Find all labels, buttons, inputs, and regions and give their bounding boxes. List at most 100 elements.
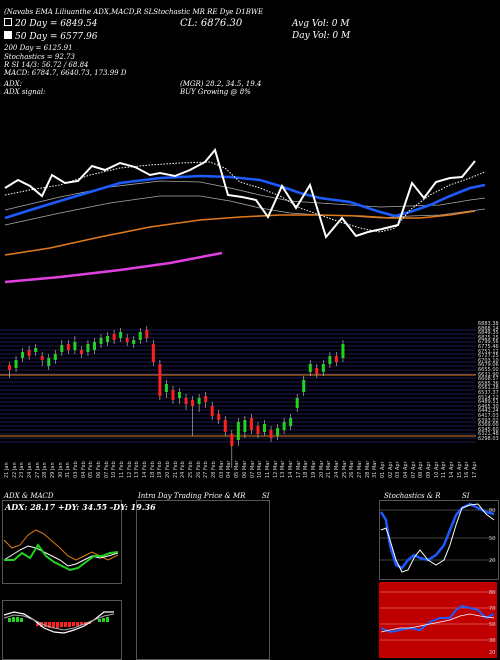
adx-orange-line [3,529,119,561]
ema-blue-line [4,174,486,220]
candle-body [191,400,195,406]
price-axis-label: 6393.02 [478,417,499,424]
candle-body [27,350,31,356]
macd-histogram-positive [8,617,109,622]
stoch-tick-50: 50 [489,536,495,542]
rsi-tick-70: 70 [489,606,495,612]
adx-white-line [3,545,119,567]
rsi-tick-50: 50 [489,622,495,628]
candle-body [276,428,280,436]
candle-body [40,356,44,360]
day-volume: Day Vol: 0 M [292,31,351,41]
candle-body [308,364,312,372]
candle-body [132,340,136,344]
candle-body [243,420,247,432]
candle-body [236,422,240,440]
rsi-tick-80: 80 [489,590,495,596]
ma50-swatch [4,31,12,39]
adx-signal-value: BUY Growing @ 8% [180,88,251,96]
price-axis-label: 6608.57 [478,376,499,383]
candle-body [106,336,110,342]
candle-body [204,396,208,402]
candle-body [217,414,221,420]
candle-body [145,330,149,338]
candle-body [151,344,155,362]
price-axis-label: 6825.25 [478,334,499,341]
stochastics-label: Stochastics = 92.73 [4,53,75,61]
candle-body [256,426,260,434]
adx-green-line [4,543,119,572]
candle-body [223,420,227,432]
candle-body [184,398,188,404]
ma200-label: 200 Day = 6125.91 [4,44,73,52]
ma50-value: 50 Day = 6577.96 [15,32,98,42]
intraday-title: Intra Day Trading Price & MR [138,492,246,500]
candle-body [86,344,90,352]
price-axis-label: 6465.30 [478,403,499,410]
candle-body [341,344,345,358]
intraday-si-label: SI [262,492,270,500]
price-axis-label: 6441.24 [478,408,499,415]
price-axis-label: 6514.12 [478,394,499,401]
rsi-signal-line [380,613,495,633]
candle-body [282,422,286,430]
stochastics-si-label: SI [462,492,470,500]
rsi-line [380,604,495,634]
close-price: CL: 6876.30 [180,18,243,29]
stochastics-title: Stochastics & R [384,492,441,500]
candle-body [112,334,116,340]
candle-body [21,352,25,358]
macd-label: MACD: 6784.7, 6640.73, 173.99 D [4,69,127,77]
ma20-swatch [4,18,12,26]
adx-label: ADX: [4,80,23,88]
candle-body [14,360,18,368]
candles [8,326,345,468]
candle-body [178,392,181,398]
ema-magenta-line [4,251,223,284]
adx-signal-label: ADX signal: [4,88,46,96]
price-axis-label: 6751.12 [478,348,499,355]
price-axis-label: 6585.36 [478,380,499,387]
candle-body [164,384,168,392]
candle-body [53,354,57,360]
candle-body [197,398,201,404]
price-axis-label: 6537.37 [478,390,499,396]
rsi-tick-30: 30 [489,638,495,644]
adx-macd-title: ADX & MACD [4,492,54,500]
candle-body [321,364,325,372]
macd-line [3,611,114,634]
rsi-label: R SI 14/3: 56.72 / 68.84 [4,61,89,69]
candle-body [295,398,299,408]
price-axis-label: 6321.48 [478,431,499,438]
candle-body [47,358,51,366]
rsi-panel [379,582,497,658]
price-axis-label: 6417.03 [478,413,499,419]
price-axis-label: 6345.60 [478,426,499,433]
ma20-label: 20 Day = 6849.54 [4,18,97,29]
candle-body [328,356,332,364]
candle-body [171,390,175,400]
candle-body [230,434,234,446]
ma20-value: 20 Day = 6849.54 [15,19,98,29]
macd-signal-line [3,613,115,631]
price-axis-label: 6883.38 [478,321,499,327]
candle-body [73,342,77,350]
candle-body [315,368,319,374]
candle-body [158,364,162,396]
indicator-legend: (Navabs EMA Liliuanthe ADX,MACD,R SLStoc… [4,8,264,16]
candle-body [99,338,103,344]
price-axis-label: 6369.00 [478,422,499,429]
price-axis-label: 6489.51 [478,399,499,406]
price-axis-label: 6727.25 [478,353,499,360]
candle-body [119,332,123,338]
price-axis-label: 6655.00 [478,367,499,373]
price-axis-label: 6561.28 [478,385,499,392]
candle-body [66,344,70,350]
price-line [4,147,476,240]
price-axis-label: 6849.35 [478,330,499,337]
price-axis-label: 6775.46 [478,344,499,350]
